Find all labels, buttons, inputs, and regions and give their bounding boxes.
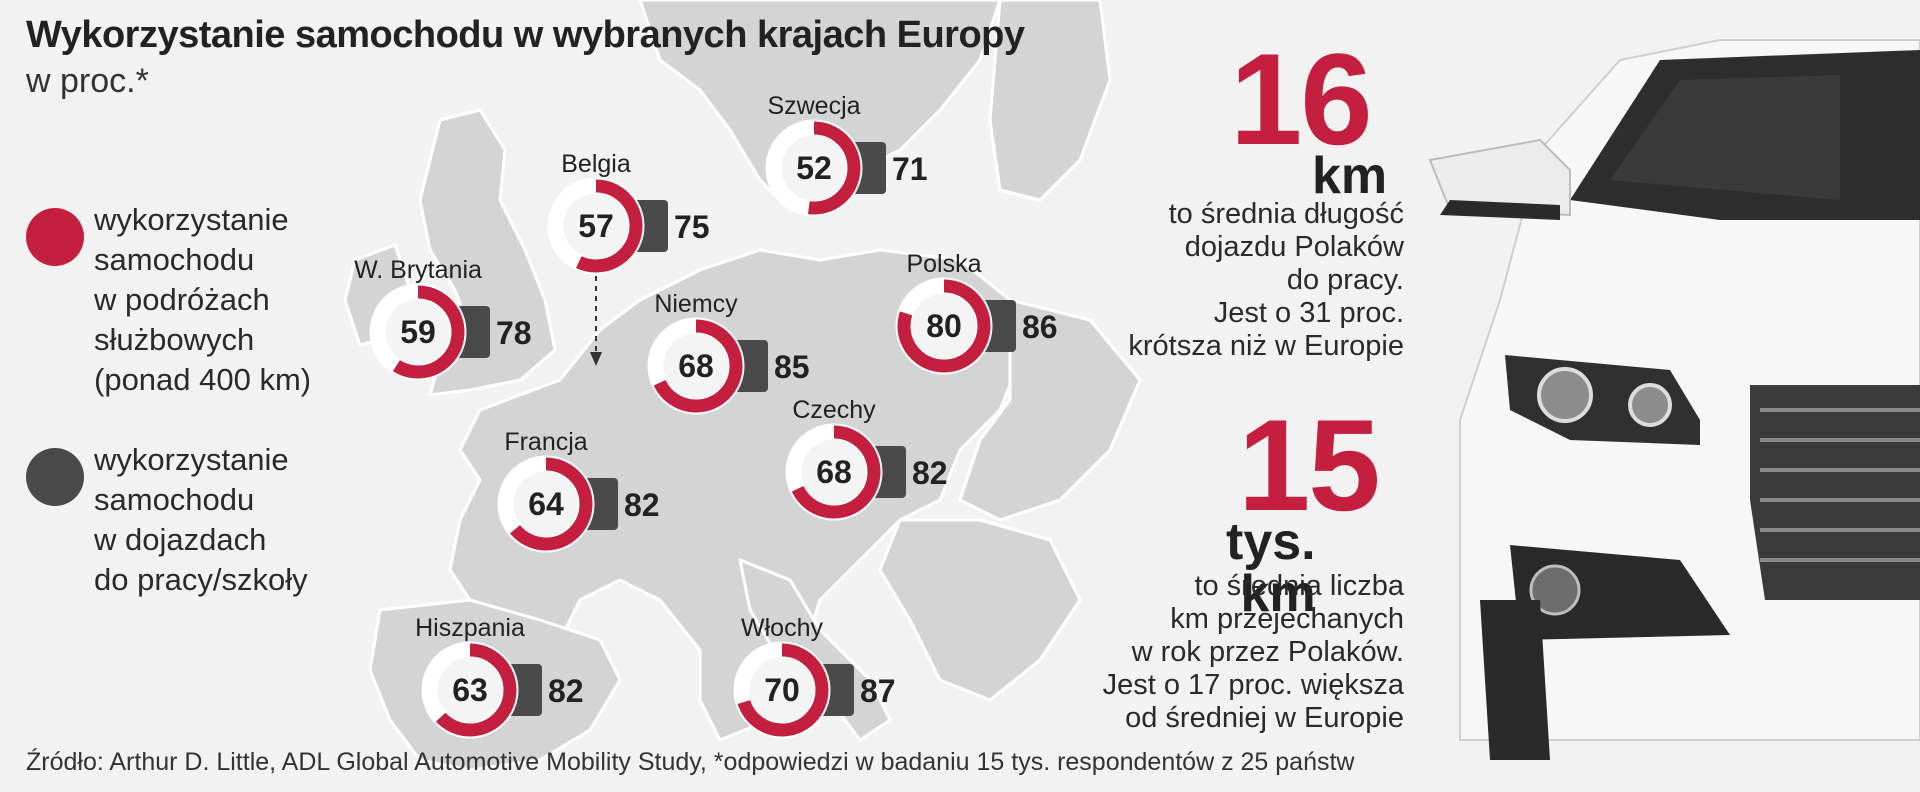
country-label: W. Brytania — [354, 256, 482, 284]
country-label: Polska — [906, 250, 981, 278]
business-ring-arc — [767, 121, 861, 215]
country-label: Włochy — [741, 614, 823, 642]
stat-unit: km — [1312, 147, 1388, 205]
country-label: Hiszpania — [415, 614, 525, 642]
commute-value-label: 85 — [774, 349, 810, 385]
ring-center — [781, 135, 847, 201]
commute-value-label: 86 — [1022, 309, 1058, 345]
country-label: Niemcy — [654, 290, 738, 318]
ring-center — [513, 471, 579, 537]
commute-value-label: 78 — [496, 315, 532, 351]
stat-description: to średnia długość dojazdu Polaków do pr… — [1128, 198, 1404, 362]
business-value-label: 68 — [816, 454, 852, 490]
business-ring-arc — [499, 457, 593, 551]
commute-value-label: 82 — [548, 673, 584, 709]
country-label: Czechy — [792, 396, 876, 424]
commute-value-label: 82 — [624, 487, 660, 523]
stat-description: to średnia liczba km przejechanych w rok… — [1102, 570, 1404, 734]
legend-label: wykorzystanie samochodu w podróżach służ… — [94, 202, 312, 397]
ring-center — [911, 293, 977, 359]
business-value-label: 68 — [678, 348, 714, 384]
business-ring-arc — [423, 643, 517, 737]
stat-number: 16 — [1230, 26, 1373, 172]
business-ring-arc — [649, 319, 743, 413]
ring-center — [385, 299, 451, 365]
country-label: Szwecja — [767, 92, 860, 120]
country-label: Belgia — [561, 150, 631, 178]
business-value-label: 80 — [926, 308, 962, 344]
commute-value-label: 82 — [912, 455, 948, 491]
stat-number: 15 — [1238, 392, 1381, 538]
ring-center — [663, 333, 729, 399]
business-ring-arc — [735, 643, 829, 737]
business-value-label: 64 — [528, 486, 564, 522]
stat-unit: tys. km — [1226, 513, 1316, 623]
commute-value-label: 71 — [892, 151, 928, 187]
business-ring-arc — [371, 285, 465, 379]
legend-swatch-red — [26, 208, 84, 266]
business-value-label: 52 — [796, 150, 832, 186]
chart-subtitle: w proc.* — [26, 62, 149, 100]
belgium-pointer-arrowhead — [590, 352, 602, 366]
business-ring-arc — [897, 279, 991, 373]
commute-value-label: 87 — [860, 673, 896, 709]
ring-center — [749, 657, 815, 723]
business-value-label: 59 — [400, 314, 436, 350]
ring-center — [801, 439, 867, 505]
business-value-label: 57 — [578, 208, 614, 244]
business-value-label: 70 — [764, 672, 800, 708]
business-ring-arc — [549, 179, 643, 273]
chart-title: Wykorzystanie samochodu w wybranych kraj… — [26, 14, 1025, 56]
car-image — [1428, 39, 1920, 760]
commute-value-label: 75 — [674, 209, 710, 245]
business-ring-arc — [787, 425, 881, 519]
ring-center — [563, 193, 629, 259]
business-value-label: 63 — [452, 672, 488, 708]
ring-center — [437, 657, 503, 723]
legend-label: wykorzystanie samochodu w dojazdach do p… — [94, 442, 308, 597]
source-note: Źródło: Arthur D. Little, ADL Global Aut… — [26, 748, 1355, 776]
legend-swatch-gray — [26, 448, 84, 506]
country-label: Francja — [504, 428, 587, 456]
